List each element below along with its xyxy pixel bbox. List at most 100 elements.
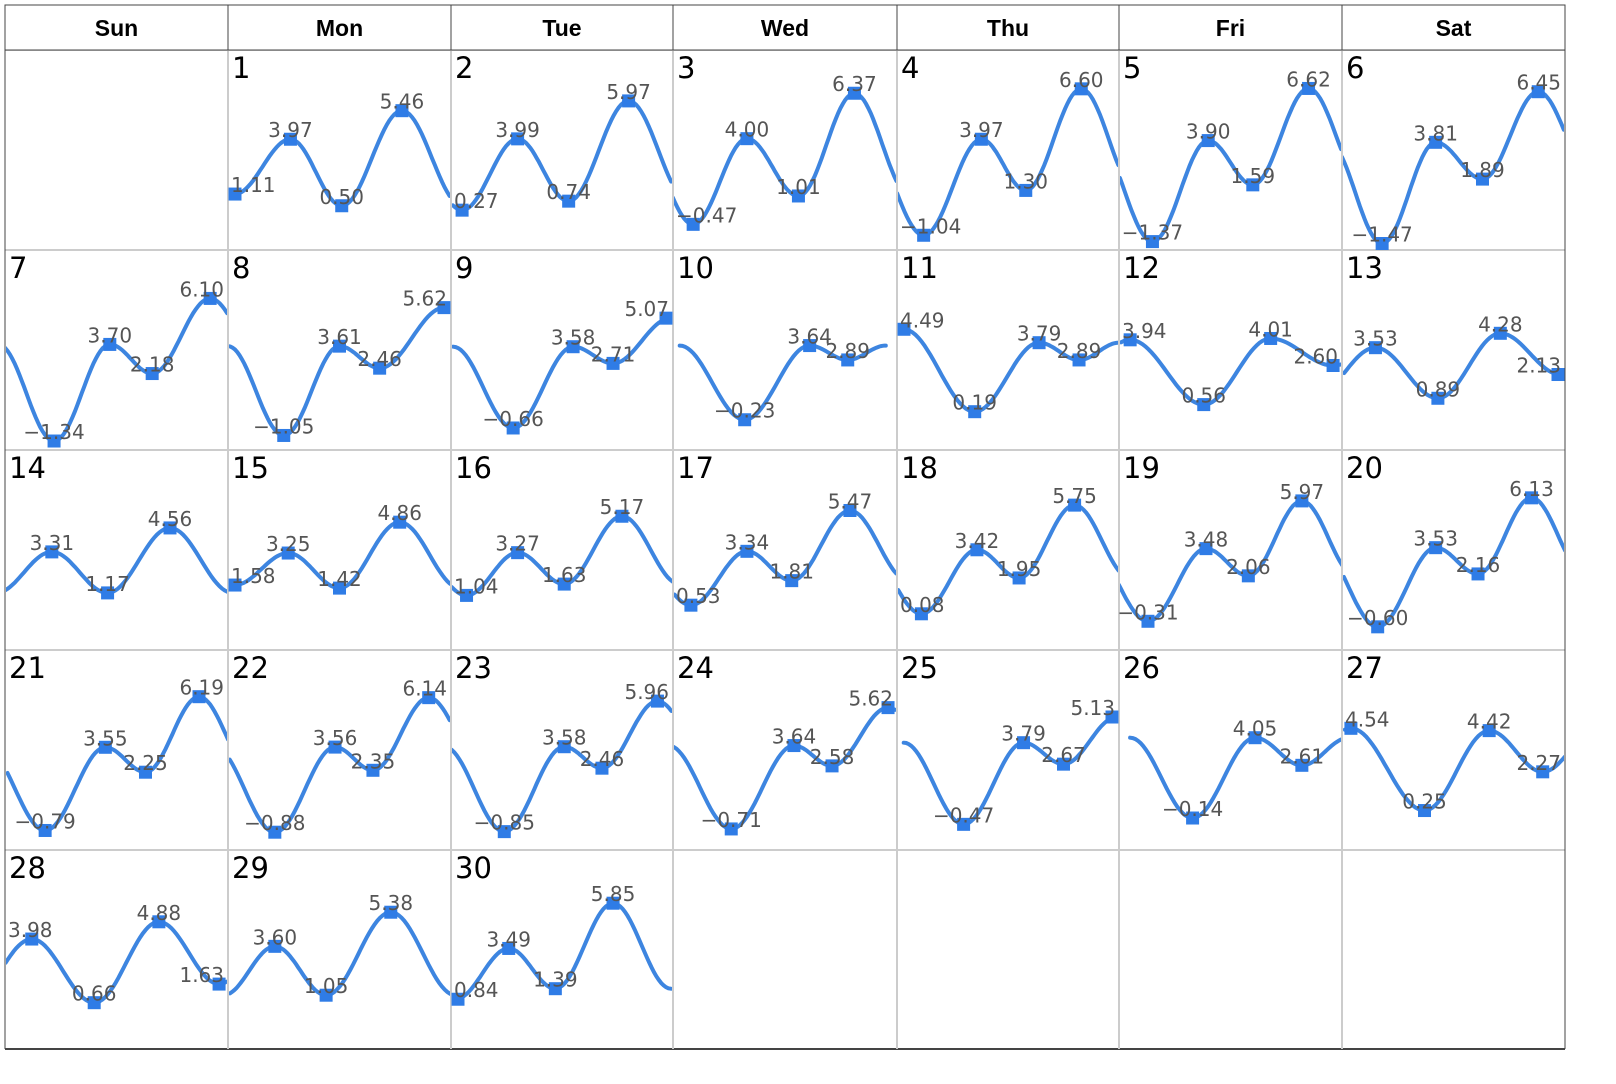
tide-marker	[738, 413, 752, 427]
tide-value-label: 4.86	[377, 501, 422, 525]
tide-marker	[451, 992, 465, 1006]
tide-marker	[1197, 398, 1211, 412]
day-number: 18	[901, 451, 938, 485]
tide-value-label: 1.81	[769, 560, 814, 584]
day-cell-19: 19 −0.31 3.48 2.06 5.97	[1117, 451, 1341, 628]
tide-value-label: 6.14	[402, 677, 447, 701]
tide-marker	[103, 337, 117, 351]
tide-value-label: 5.46	[380, 90, 425, 114]
tide-value-label: 4.54	[1345, 707, 1390, 731]
tide-marker	[366, 763, 380, 777]
tide-marker	[557, 740, 571, 754]
tide-marker	[437, 301, 451, 315]
tide-value-label: 1.11	[231, 173, 276, 197]
day-cell-11: 11 4.49 0.19 3.792.89	[897, 251, 1118, 419]
tide-value-label: −0.66	[483, 407, 544, 431]
tide-marker	[101, 586, 115, 600]
tide-marker	[163, 521, 177, 535]
tide-marker	[1371, 620, 1385, 634]
tide-marker	[335, 199, 349, 213]
tide-value-label: 1.05	[304, 974, 349, 998]
tide-marker	[1199, 542, 1213, 556]
tide-value-label: 3.79	[1001, 722, 1046, 746]
tide-marker	[212, 977, 226, 991]
tide-value-label: −0.79	[14, 809, 75, 833]
tide-marker	[1186, 811, 1200, 825]
tide-marker	[548, 982, 562, 996]
tide-value-label: 5.38	[369, 891, 414, 915]
tide-marker	[787, 739, 801, 753]
tide-value-label: 3.48	[1184, 528, 1229, 552]
tide-value-label: 0.27	[454, 189, 499, 213]
tide-value-label: 5.62	[402, 287, 447, 311]
tide-marker	[615, 509, 629, 523]
tide-value-label: 5.96	[624, 680, 669, 704]
tide-value-label: −0.14	[1162, 797, 1223, 821]
tide-value-label: 0.08	[900, 593, 945, 617]
tide-marker	[1368, 341, 1382, 355]
day-number: 12	[1123, 251, 1160, 285]
tide-marker	[145, 367, 159, 381]
tide-value-label: −0.71	[701, 808, 762, 832]
day-number: 17	[677, 451, 714, 485]
day-number: 2	[455, 51, 473, 85]
tide-value-label: 1.17	[85, 572, 130, 596]
weekday-label-mon: Mon	[316, 15, 363, 41]
day-number: 4	[901, 51, 919, 85]
tide-marker	[557, 577, 571, 591]
tide-marker	[98, 740, 112, 754]
day-cell-23: 23 −0.85 3.582.46 5.96	[452, 651, 672, 839]
tide-marker	[1074, 82, 1088, 96]
tide-value-label: 4.00	[725, 118, 770, 142]
tide-marker	[825, 759, 839, 773]
tide-value-label: 1.30	[1003, 169, 1048, 193]
tide-marker	[1375, 237, 1389, 251]
tide-marker	[333, 339, 346, 353]
tide-value-label: 3.81	[1413, 121, 1458, 145]
weekday-header-bg	[4, 4, 1566, 51]
tide-marker	[319, 988, 333, 1002]
tide-value-label: 3.53	[1413, 527, 1458, 551]
tide-marker	[881, 701, 895, 715]
tide-marker	[1344, 721, 1358, 735]
day-cell-13: 13 3.53 0.89 4.28 2.13	[1343, 251, 1565, 405]
tide-value-label: 6.13	[1509, 477, 1554, 501]
day-number: 13	[1346, 251, 1383, 285]
tide-value-label: −0.47	[676, 203, 737, 227]
tide-marker	[1264, 331, 1278, 345]
tide-value-label: 3.97	[268, 118, 313, 142]
tide-marker	[192, 690, 206, 704]
day-cell-15: 15 1.58 3.251.42 4.86	[228, 451, 450, 595]
tide-marker	[803, 339, 817, 353]
weekday-header-row: Sun Mon Tue Wed Thu Fri Sat	[4, 4, 1566, 51]
tide-value-label: 2.58	[810, 745, 855, 769]
tide-marker	[970, 543, 984, 557]
day-number: 20	[1346, 451, 1383, 485]
tide-value-label: 3.64	[787, 325, 832, 349]
tide-marker	[506, 421, 520, 435]
tide-value-label: 2.27	[1516, 751, 1561, 775]
tide-value-label: 1.58	[231, 564, 276, 588]
tide-value-label: 3.42	[955, 529, 1000, 553]
tide-value-label: 0.84	[454, 978, 499, 1002]
tide-marker	[1295, 494, 1309, 508]
day-number: 5	[1123, 51, 1141, 85]
tide-marker	[1295, 758, 1309, 772]
day-cell-30: 30 0.84 3.491.39 5.85	[451, 851, 672, 1006]
day-cell-3: 3 −0.47 4.00 1.01 6.37	[674, 51, 896, 231]
day-number: 8	[232, 251, 250, 285]
tide-value-label: 3.98	[8, 918, 53, 942]
tide-value-label: 1.01	[776, 175, 821, 199]
tide-curve	[452, 514, 672, 598]
tide-marker	[1123, 333, 1137, 347]
tide-marker	[914, 607, 928, 621]
tide-marker	[1012, 571, 1026, 585]
tide-marker	[1241, 569, 1255, 583]
tide-marker	[847, 86, 861, 100]
tide-marker	[724, 822, 738, 836]
tide-marker	[497, 825, 511, 839]
tide-marker	[502, 941, 516, 955]
tide-value-label: 4.28	[1478, 312, 1523, 336]
day-cell-9: 9 −0.66 3.582.71 5.07	[452, 251, 673, 435]
tide-marker	[974, 132, 988, 146]
